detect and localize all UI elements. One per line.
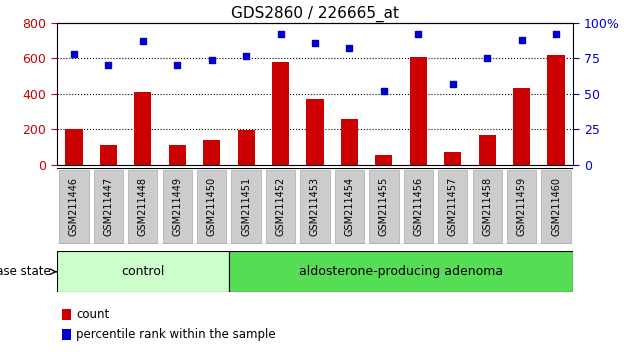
Text: GSM211449: GSM211449 (172, 177, 182, 236)
Text: GSM211459: GSM211459 (517, 177, 527, 236)
Title: GDS2860 / 226665_at: GDS2860 / 226665_at (231, 5, 399, 22)
Text: GSM211446: GSM211446 (69, 177, 79, 236)
Text: GSM211447: GSM211447 (103, 177, 113, 236)
Point (241, 53, 251, 58)
FancyBboxPatch shape (128, 170, 158, 243)
Bar (100, 145, 117, 165)
Text: GSM211456: GSM211456 (413, 177, 423, 236)
Point (379, 88, 389, 94)
Text: percentile rank within the sample: percentile rank within the sample (76, 328, 276, 341)
Bar (203, 140, 220, 165)
Text: GSM211452: GSM211452 (275, 177, 285, 236)
Bar (410, 57, 427, 165)
Bar (272, 62, 289, 165)
Bar (57, 251, 229, 292)
Text: GSM211457: GSM211457 (448, 177, 458, 236)
FancyBboxPatch shape (94, 170, 123, 243)
Text: GSM211454: GSM211454 (345, 177, 355, 236)
Text: GSM211451: GSM211451 (241, 177, 251, 236)
Bar (169, 145, 186, 165)
Text: control: control (121, 265, 164, 278)
Text: GSM211460: GSM211460 (551, 177, 561, 236)
Bar (375, 155, 392, 165)
Point (517, 37, 527, 43)
Text: GSM211455: GSM211455 (379, 177, 389, 236)
Point (275, 32, 285, 37)
Bar (238, 130, 255, 165)
FancyBboxPatch shape (438, 170, 467, 243)
Bar (229, 251, 573, 292)
Bar (444, 152, 461, 165)
Text: disease state: disease state (0, 265, 50, 278)
Point (551, 32, 561, 37)
Bar (341, 120, 358, 165)
FancyBboxPatch shape (369, 170, 399, 243)
Bar (513, 88, 530, 165)
FancyBboxPatch shape (197, 170, 226, 243)
Text: GSM211450: GSM211450 (207, 177, 217, 236)
Bar (134, 92, 151, 165)
Bar (62, 329, 71, 340)
Point (103, 63, 113, 68)
Text: GSM211453: GSM211453 (310, 177, 320, 236)
Bar (306, 99, 324, 165)
FancyBboxPatch shape (59, 170, 89, 243)
FancyBboxPatch shape (231, 170, 261, 243)
FancyBboxPatch shape (404, 170, 433, 243)
Text: GSM211458: GSM211458 (482, 177, 492, 236)
FancyBboxPatch shape (163, 170, 192, 243)
Point (345, 46, 355, 51)
FancyBboxPatch shape (507, 170, 536, 243)
FancyBboxPatch shape (335, 170, 364, 243)
FancyBboxPatch shape (541, 170, 571, 243)
Point (69, 51, 79, 57)
Text: aldosterone-producing adenoma: aldosterone-producing adenoma (299, 265, 503, 278)
Bar (62, 309, 71, 320)
Point (448, 81, 458, 87)
Point (172, 63, 182, 68)
Point (138, 39, 148, 44)
FancyBboxPatch shape (266, 170, 295, 243)
Text: GSM211448: GSM211448 (138, 177, 148, 236)
Text: count: count (76, 308, 110, 321)
Bar (547, 55, 564, 165)
Point (482, 56, 492, 61)
FancyBboxPatch shape (472, 170, 502, 243)
Bar (479, 135, 496, 165)
Point (207, 57, 217, 63)
Point (310, 40, 320, 46)
Bar (66, 129, 83, 165)
FancyBboxPatch shape (301, 170, 329, 243)
Point (413, 32, 423, 37)
